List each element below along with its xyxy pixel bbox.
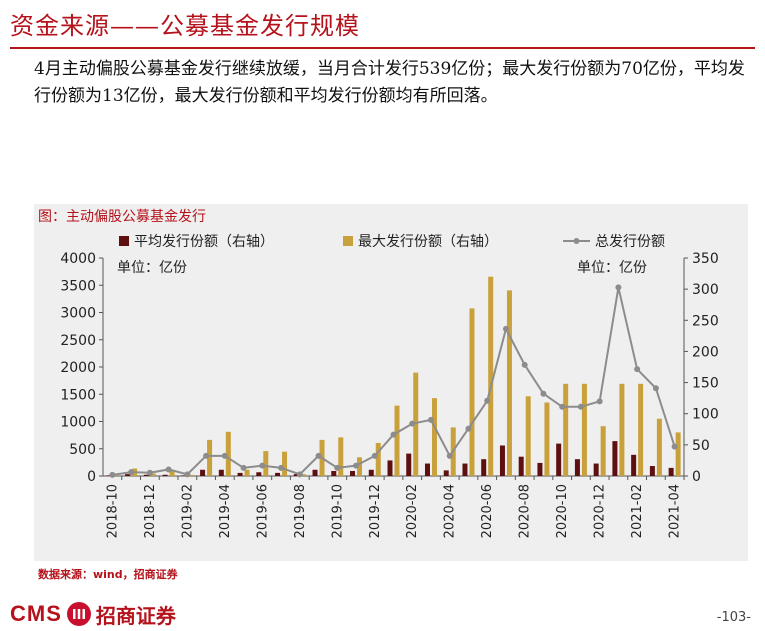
brand-logo: CMS 招商证券 [10, 600, 176, 628]
page-description: 4月主动偏股公募基金发行继续放缓，当月合计发行539亿份；最大发行份额为70亿份… [34, 59, 745, 106]
figure-source: 数据来源：wind，招商证券 [38, 568, 178, 581]
chart-panel [34, 204, 748, 561]
page-number: -103- [716, 610, 751, 625]
logo-text: CMS [10, 601, 62, 626]
logo-glyph-icon [72, 609, 85, 619]
logo-mark-icon [66, 602, 91, 626]
figure-title: 图：主动偏股公募基金发行 [38, 209, 206, 225]
title-divider [10, 47, 755, 49]
logo-company-name: 招商证券 [95, 603, 176, 628]
page-title: 资金来源——公募基金发行规模 [10, 12, 360, 40]
